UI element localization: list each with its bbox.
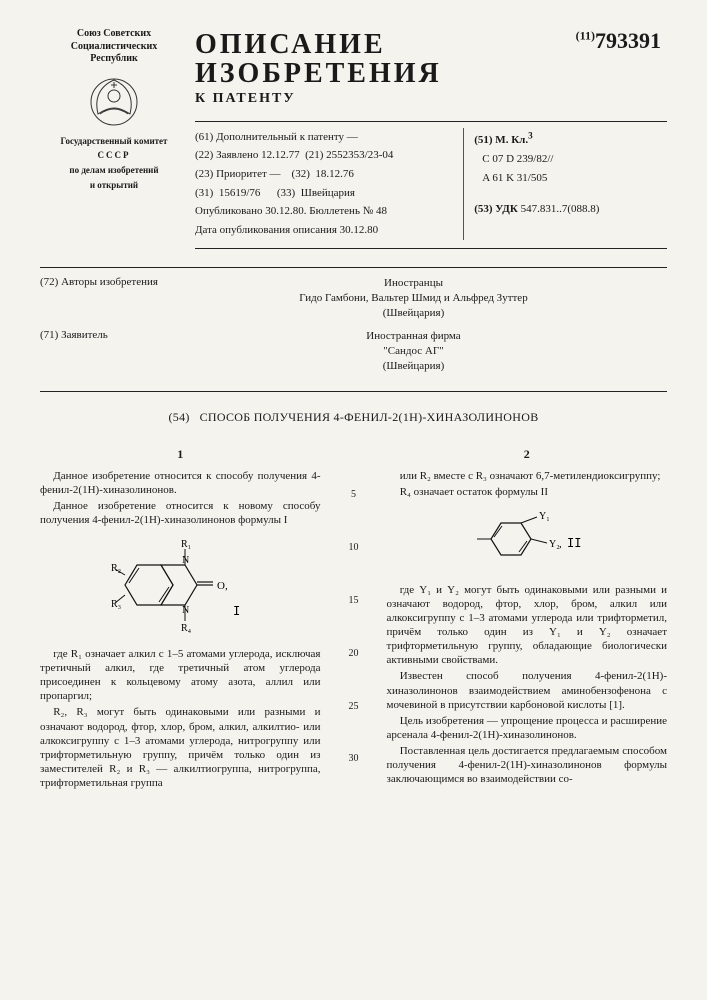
- invention-title: (54) СПОСОБ ПОЛУЧЕНИЯ 4-ФЕНИЛ-2(1H)-ХИНА…: [40, 410, 667, 425]
- patent-number-label: (11): [576, 29, 595, 43]
- line-number: 15: [349, 595, 359, 608]
- committee-line: Государственный комитет: [44, 136, 184, 147]
- para: где R₁ означает алкил с 1–5 атомами угле…: [40, 647, 321, 703]
- applicant-value: Иностранная фирма "Сандос АГ" (Швейцария…: [160, 329, 667, 374]
- column-1: 1 Данное изобретение относится к способу…: [40, 447, 321, 806]
- line-number: 30: [349, 753, 359, 766]
- authors-value: Иностранцы Гидо Гамбони, Вальтер Шмид и …: [160, 276, 667, 321]
- svg-text:Y₁: Y₁: [539, 511, 550, 522]
- svg-text:I: I: [233, 604, 240, 618]
- line-number: 20: [349, 648, 359, 661]
- doc-title-line2: ИЗОБРЕТЕНИЯ: [195, 59, 442, 88]
- invention-title-text: СПОСОБ ПОЛУЧЕНИЯ 4-ФЕНИЛ-2(1H)-ХИНАЗОЛИН…: [200, 410, 539, 424]
- meta-pub: Опубликовано 30.12.80. Бюллетень № 48: [195, 203, 455, 221]
- committee-line: и открытий: [44, 180, 184, 191]
- state-emblem-icon: [86, 74, 142, 130]
- meta-51-val2: A 61 K 31/505: [482, 170, 667, 188]
- applicant-row: (71) Заявитель Иностранная фирма "Сандос…: [40, 329, 667, 374]
- patent-page: Союз Советских Социалистических Республи…: [0, 0, 707, 1000]
- parties-block: (72) Авторы изобретения Иностранцы Гидо …: [40, 267, 667, 392]
- svg-text:II: II: [567, 536, 581, 550]
- patent-number: (11)793391: [576, 28, 661, 54]
- metadata-right: (51) М. Кл.3 C 07 D 239/82// A 61 K 31/5…: [463, 128, 667, 241]
- svg-text:,: ,: [559, 538, 562, 550]
- applicant-tag: (71) Заявитель: [40, 329, 160, 374]
- meta-51-val1: C 07 D 239/82//: [482, 151, 667, 169]
- meta-51: (51) М. Кл.3: [474, 129, 667, 150]
- formula-I: O, N N R₁ R₂ R₃ R₄ I: [40, 535, 321, 639]
- para: R₂, R₃ могут быть одинаковыми или разным…: [40, 705, 321, 789]
- svg-text:R₁: R₁: [181, 539, 191, 550]
- para: или R₂ вместе с R₃ означают 6,7-метиленд…: [387, 469, 668, 483]
- meta-desc-pub: Дата опубликования описания 30.12.80: [195, 222, 455, 240]
- para: где Y₁ и Y₂ могут быть одинаковыми или р…: [387, 583, 668, 667]
- meta-61: (61) Дополнительный к патенту —: [195, 129, 455, 147]
- invention-title-tag: (54): [168, 410, 189, 424]
- para: Известен способ получения 4-фенил-2(1H)-…: [387, 669, 668, 711]
- para: R₄ означает остаток формулы II: [387, 485, 668, 499]
- authors-row: (72) Авторы изобретения Иностранцы Гидо …: [40, 276, 667, 321]
- svg-text:N: N: [182, 555, 189, 566]
- svg-text:R₃: R₃: [111, 599, 121, 610]
- committee-line: по делам изобретений: [44, 165, 184, 176]
- line-number: 5: [351, 489, 356, 502]
- line-number: 25: [349, 701, 359, 714]
- meta-53: (53) УДК 547.831..7(088.8): [474, 201, 667, 219]
- body-columns: 1 Данное изобретение относится к способу…: [40, 447, 667, 806]
- metadata-left: (61) Дополнительный к патенту — (22) Зая…: [195, 128, 463, 241]
- country-line: Республик: [44, 53, 184, 66]
- line-number: 10: [349, 542, 359, 555]
- patent-number-value: 793391: [595, 28, 661, 53]
- svg-text:R₄: R₄: [181, 623, 192, 634]
- para: Поставленная цель достигается предлагаем…: [387, 744, 668, 786]
- column-number: 2: [387, 447, 668, 462]
- authors-tag: (72) Авторы изобретения: [40, 276, 160, 321]
- meta-22-21: (22) Заявлено 12.12.77 (21) 2552353/23-0…: [195, 147, 455, 165]
- committee-line: СССР: [44, 150, 184, 161]
- doc-subtitle: К ПАТЕНТУ: [195, 91, 667, 107]
- para: Цель изобретения — упрощение процесса и …: [387, 714, 668, 742]
- formula-O-label: O,: [217, 580, 228, 592]
- column-2: 2 или R₂ вместе с R₃ означают 6,7-метиле…: [387, 447, 668, 806]
- meta-31-33: (31) 15619/76 (33) Швейцария: [195, 185, 455, 203]
- meta-23-32: (23) Приоритет — (32) 18.12.76: [195, 166, 455, 184]
- column-number: 1: [40, 447, 321, 462]
- para: Данное изобретение относится к способу п…: [40, 469, 321, 497]
- country-line: Союз Советских: [44, 28, 184, 41]
- line-number-gutter: 5 10 15 20 25 30: [345, 447, 363, 806]
- formula-II: Y₁ Y₂ , II: [387, 507, 668, 575]
- country-line: Социалистических: [44, 41, 184, 54]
- doc-title-line1: ОПИСАНИЕ: [195, 30, 386, 59]
- metadata-box: (61) Дополнительный к патенту — (22) Зая…: [195, 121, 667, 250]
- svg-text:N: N: [182, 605, 189, 616]
- issuer-block: Союз Советских Социалистических Республи…: [44, 28, 184, 191]
- para: Данное изобретение относится к новому сп…: [40, 499, 321, 527]
